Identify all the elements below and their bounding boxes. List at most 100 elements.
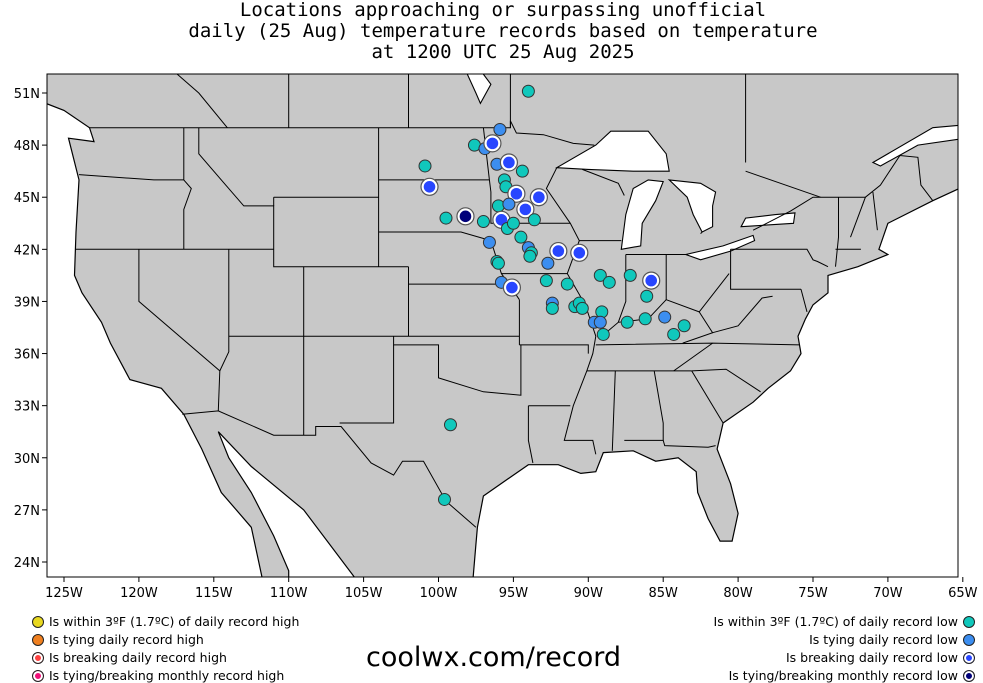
point-low-within [515, 164, 529, 178]
border-line [872, 191, 878, 231]
point-low-within [506, 216, 520, 230]
point-low-within [545, 301, 559, 315]
border-line [835, 197, 839, 267]
border-line [176, 74, 228, 129]
point-low-tie [541, 256, 555, 270]
border-line [752, 154, 934, 231]
legend-dot-icon [32, 633, 44, 646]
border-line [800, 289, 808, 313]
border-line [78, 174, 184, 181]
x-tick-label: 80W [723, 586, 753, 601]
site-url: coolwx.com/record [366, 642, 622, 673]
legend-dot-icon [963, 651, 975, 664]
point-low-tie [593, 315, 607, 329]
legend-label: Is breaking daily record high [49, 650, 227, 665]
point-low-within [523, 249, 537, 263]
border-line [673, 342, 713, 372]
lake-erie [683, 234, 756, 261]
point-core [506, 281, 518, 294]
point-low-within [491, 256, 505, 270]
x-tick-label: 125W [45, 586, 83, 601]
land [47, 74, 958, 577]
x-tick-label: 100W [420, 586, 458, 601]
y-tick-label: 51N [14, 87, 40, 102]
border-line [519, 344, 589, 354]
y-tick-label: 30N [14, 452, 40, 467]
border-line [198, 127, 409, 268]
x-tick-label: 75W [798, 586, 828, 601]
point-core [519, 203, 532, 216]
x-tick-label: 95W [499, 586, 529, 601]
point-low-within [677, 319, 691, 333]
point-low-within [514, 230, 528, 244]
point-core [573, 247, 586, 259]
x-tick-label: 90W [574, 586, 604, 601]
y-tick-label: 33N [14, 400, 40, 415]
lake-winnipeg [466, 74, 492, 105]
point-core [495, 214, 508, 226]
border-line [617, 254, 627, 323]
legend-dot-icon [963, 633, 975, 646]
legend-dot-icon [963, 615, 975, 628]
y-tick-label: 39N [14, 295, 40, 310]
point-low-within [418, 159, 432, 173]
point-core [533, 191, 545, 204]
point-low-within [437, 492, 451, 506]
legend-label: Is tying daily record low [809, 632, 958, 647]
y-tick-label: 36N [14, 348, 40, 363]
map-title-line-2: daily (25 Aug) temperature records based… [188, 20, 818, 42]
border-line [378, 231, 492, 242]
legend-label: Is within 3ºF (1.7ºC) of daily record lo… [713, 614, 958, 629]
border-line [662, 440, 716, 448]
point-low-within [539, 274, 553, 288]
x-tick-label: 115W [195, 586, 233, 601]
x-tick-label: 65W [948, 586, 978, 601]
y-tick-label: 24N [14, 556, 40, 571]
border-line [582, 168, 625, 196]
lake-st_lawrence [871, 124, 958, 167]
border-line [691, 370, 724, 424]
point-low-within [623, 268, 637, 282]
border-line [712, 295, 773, 334]
border-line [527, 405, 534, 464]
border-line [730, 249, 801, 290]
border-line [850, 197, 866, 238]
legend-label: Is tying daily record high [49, 632, 204, 647]
point-low-tie [658, 310, 672, 324]
border-line [611, 370, 616, 451]
map-title-line-3: at 1200 UTC 25 Aug 2025 [371, 41, 635, 63]
border-line [745, 170, 821, 198]
x-tick-label: 105W [345, 586, 383, 601]
map-title-line-1: Locations approaching or surpassing unof… [239, 0, 767, 21]
point-core [552, 245, 565, 257]
legend-high-within: Is within 3ºF (1.7ºC) of daily record hi… [32, 614, 299, 629]
point-low-within [527, 213, 541, 227]
lake-michigan [620, 179, 664, 250]
map-frame [46, 73, 959, 578]
point-low-within [560, 277, 574, 291]
legend-high-tie: Is tying daily record high [32, 632, 204, 647]
y-tick-label: 45N [14, 191, 40, 206]
point-low-within [491, 199, 505, 213]
border-line [182, 410, 477, 528]
y-tick-label: 48N [14, 139, 40, 154]
border-line [700, 231, 703, 235]
legend-label: Is within 3ºF (1.7ºC) of daily record hi… [49, 614, 300, 629]
border-line [691, 368, 761, 393]
point-low-within [476, 215, 490, 229]
border-line [219, 249, 230, 372]
legend-label: Is breaking daily record low [785, 650, 958, 665]
x-tick-label: 110W [270, 586, 308, 601]
y-tick-label: 27N [14, 504, 40, 519]
point-core [486, 137, 499, 150]
border-line [545, 167, 597, 455]
lake-superior [554, 130, 670, 172]
point-core [503, 156, 515, 169]
legend-low-month: Is tying/breaking monthly record low [729, 668, 975, 683]
legend-dot-icon [32, 615, 44, 628]
point-low-within [439, 211, 453, 225]
point-low-within [575, 301, 589, 315]
lake-huron [667, 179, 717, 233]
x-tick-label: 85W [648, 586, 678, 601]
